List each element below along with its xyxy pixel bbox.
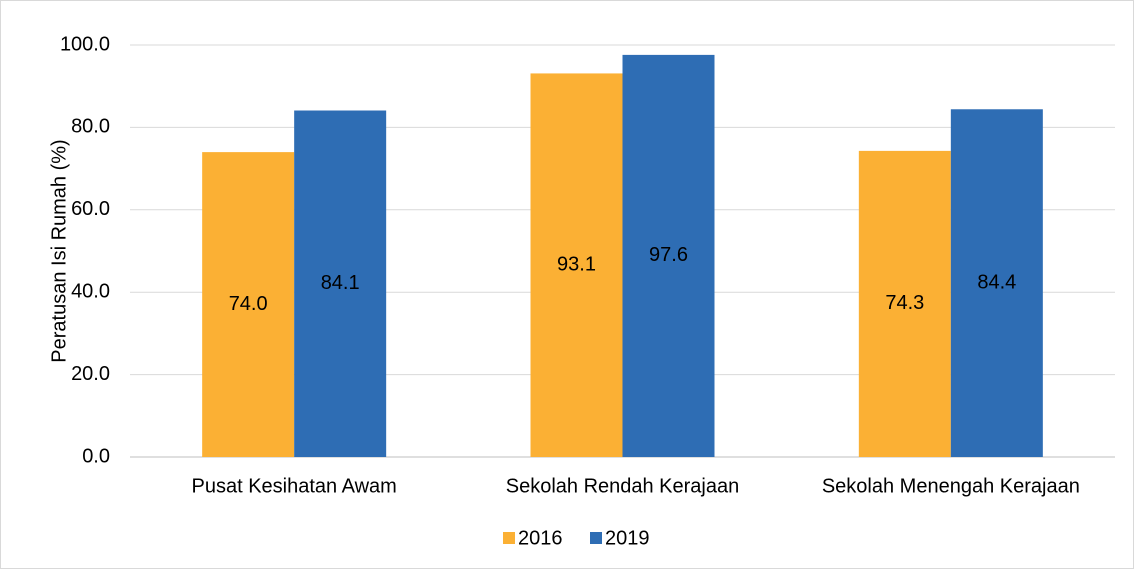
y-tick-label: 60.0 xyxy=(71,198,110,220)
y-axis-label: Peratusan Isi Rumah (%) xyxy=(48,139,70,362)
data-label: 97.6 xyxy=(649,244,688,266)
bar xyxy=(622,54,715,457)
y-tick-label: 100.0 xyxy=(60,33,110,55)
x-tick-label: Sekolah Rendah Kerajaan xyxy=(506,475,740,497)
x-tick-label: Sekolah Menengah Kerajaan xyxy=(822,475,1080,497)
legend-swatch xyxy=(590,532,602,544)
data-label: 74.0 xyxy=(229,293,268,315)
data-label: 74.3 xyxy=(885,292,924,314)
bar xyxy=(202,152,295,457)
bar xyxy=(530,73,623,457)
data-label: 84.4 xyxy=(977,271,1016,293)
y-tick-label: 0.0 xyxy=(82,445,110,467)
legend-label: 2019 xyxy=(605,527,650,549)
x-tick-label: Pusat Kesihatan Awam xyxy=(192,475,397,497)
legend-swatch xyxy=(503,532,515,544)
data-label: 93.1 xyxy=(557,253,596,275)
y-tick-label: 40.0 xyxy=(71,280,110,302)
bar xyxy=(294,110,387,458)
y-tick-label: 80.0 xyxy=(71,116,110,138)
bar xyxy=(950,109,1043,457)
y-tick-label: 20.0 xyxy=(71,363,110,385)
data-label: 84.1 xyxy=(321,272,360,294)
legend-label: 2016 xyxy=(518,527,563,549)
bar xyxy=(858,150,951,457)
